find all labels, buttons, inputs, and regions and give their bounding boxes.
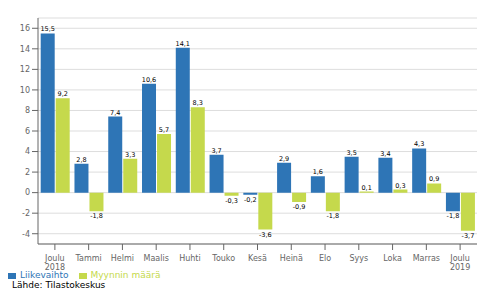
svg-text:5,7: 5,7 — [159, 126, 169, 134]
svg-text:10: 10 — [20, 86, 30, 95]
svg-text:-2: -2 — [22, 209, 30, 218]
svg-text:-0,9: -0,9 — [293, 203, 306, 211]
svg-text:Tammi: Tammi — [75, 254, 102, 263]
svg-text:8: 8 — [25, 106, 30, 115]
svg-text:7,4: 7,4 — [110, 109, 120, 117]
svg-text:0,9: 0,9 — [429, 175, 439, 183]
svg-text:Kesä: Kesä — [248, 254, 267, 263]
svg-text:12: 12 — [20, 65, 30, 74]
svg-text:-3,6: -3,6 — [259, 231, 272, 239]
svg-text:Elo: Elo — [319, 254, 331, 263]
svg-text:0,1: 0,1 — [361, 184, 371, 192]
svg-text:-1,8: -1,8 — [90, 212, 103, 220]
svg-text:2,9: 2,9 — [279, 155, 289, 163]
svg-text:-0,3: -0,3 — [225, 197, 238, 205]
svg-text:Helmi: Helmi — [111, 254, 134, 263]
svg-text:Joulu2018: Joulu2018 — [44, 254, 65, 272]
svg-text:1,6: 1,6 — [313, 168, 323, 176]
svg-text:3,7: 3,7 — [211, 147, 221, 155]
svg-text:Huhti: Huhti — [179, 254, 201, 263]
svg-text:-3,7: -3,7 — [462, 232, 475, 240]
svg-text:Heinä: Heinä — [280, 254, 303, 263]
svg-text:Marras: Marras — [413, 254, 440, 263]
svg-text:-1,8: -1,8 — [447, 212, 460, 220]
html-text:Liikevaihto: Liikevaihto — [20, 270, 69, 280]
svg-text:-1,8: -1,8 — [327, 212, 340, 220]
svg-text:3,4: 3,4 — [380, 150, 390, 158]
svg-text:4,3: 4,3 — [414, 140, 424, 148]
svg-text:Syys: Syys — [349, 254, 368, 263]
svg-text:14,1: 14,1 — [176, 40, 190, 48]
svg-text:Loka: Loka — [383, 254, 402, 263]
svg-text:3,5: 3,5 — [346, 149, 356, 157]
svg-text:8,3: 8,3 — [193, 99, 203, 107]
svg-text:16: 16 — [20, 24, 30, 33]
svg-text:Touko: Touko — [211, 254, 235, 263]
svg-text:14: 14 — [20, 45, 30, 54]
svg-text:4: 4 — [25, 147, 30, 156]
html-text:Myynnin määrä: Myynnin määrä — [90, 270, 161, 280]
svg-text:Joulu2019: Joulu2019 — [449, 254, 470, 272]
svg-text:Maalis: Maalis — [144, 254, 169, 263]
svg-text:3,3: 3,3 — [125, 151, 135, 159]
svg-text:2: 2 — [25, 168, 30, 177]
svg-text:15,5: 15,5 — [40, 25, 54, 33]
svg-text:9,2: 9,2 — [58, 90, 68, 98]
svg-text:6: 6 — [25, 127, 30, 136]
html-text:Lähde: Tilastokeskus: Lähde: Tilastokeskus — [12, 280, 106, 290]
svg-text:10,6: 10,6 — [142, 76, 156, 84]
svg-text:0: 0 — [25, 188, 30, 197]
svg-text:0,3: 0,3 — [395, 182, 405, 190]
svg-text:2,8: 2,8 — [76, 156, 86, 164]
svg-text:-4: -4 — [22, 230, 30, 239]
svg-text:-0,2: -0,2 — [244, 196, 257, 204]
